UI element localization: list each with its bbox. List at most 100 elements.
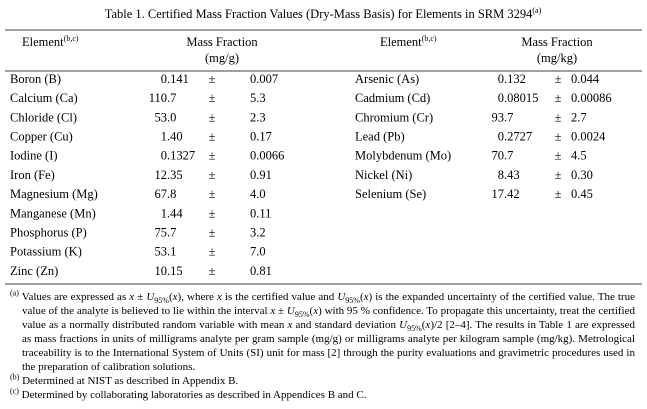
plus-minus: ± [209,129,216,143]
footnote-text: (c) [10,386,19,396]
element-name: Magnesium (Mg) [10,187,98,201]
value: 8.43 [498,168,520,182]
footnote: (a) Values are expressed as x ± U95%(x),… [10,288,635,374]
value: 17.42 [492,187,520,201]
footnote-text: x [129,291,135,303]
value: 67.8 [155,187,177,201]
uncertainty: 0.17 [250,129,272,143]
plus-minus: ± [555,110,562,124]
plus-minus: ± [555,187,562,201]
uncertainty: 0.007 [250,72,278,86]
value: 1.40 [161,129,183,143]
value: 75.7 [155,225,177,239]
uncertainty: 2.3 [250,110,266,124]
value: 1.44 [161,206,184,220]
footnote-text: ( [168,291,173,303]
plus-minus: ± [555,91,562,105]
plus-minus: ± [209,91,216,105]
uncertainty: 7.0 [250,245,266,259]
uncertainty: 5.3 [250,91,266,105]
plus-minus: ± [209,225,216,239]
header-unit: (mg/kg) [537,51,577,65]
value: 70.7 [492,149,514,163]
table-title: Table 1. Certified Mass Fraction Values … [105,6,542,21]
footnote-text: 95% [154,296,169,306]
footnote-text: and standard deviation [292,319,400,331]
footnote-text: Determined by collaborating laboratories… [18,389,367,401]
element-name: Phosphorus (P) [10,225,87,239]
value: 0.1327 [161,149,195,163]
plus-minus: ± [209,110,216,124]
footnote-text: (a) [10,288,19,298]
footnote-text: ± [134,291,147,303]
footnote-text: x [363,291,369,303]
element-name: Arsenic (As) [355,72,419,86]
footnote-text: x [313,305,319,317]
element-name: Lead (Pb) [355,129,405,143]
element-name: Cadmium (Cd) [355,91,430,105]
plus-minus: ± [209,187,216,201]
element-name: Nickel (Ni) [355,168,412,182]
value: 0.08015 [498,91,539,105]
plus-minus: ± [209,72,216,86]
uncertainty: 2.7 [571,110,587,124]
footnote-text: (b) [10,372,20,382]
uncertainty: 4.0 [250,187,266,201]
footnote-text: ) is the expanded uncertainty of the cer… [22,291,635,317]
table: Table 1. Certified Mass Fraction Values … [5,6,642,285]
plus-minus: ± [209,168,216,182]
plus-minus: ± [209,264,216,278]
value: 12.35 [155,168,183,182]
element-name: Manganese (Mn) [10,206,96,220]
footnote-text: is the certified value and [221,291,338,303]
uncertainty: 0.0024 [571,129,606,143]
uncertainty: 0.45 [571,187,593,201]
uncertainty: 4.5 [571,149,587,163]
footnote-text: ± [275,305,287,317]
plus-minus: ± [555,149,562,163]
footnote-text: ( [309,305,314,317]
value: 53.1 [155,245,177,259]
element-name: Calcium (Ca) [10,91,78,105]
header-quantity: Mass Fraction [521,35,593,49]
element-name: Chloride (Cl) [10,110,77,124]
value: 0.132 [498,72,526,86]
footnote-text: U [286,305,295,317]
footnotes: (a) Values are expressed as x ± U95%(x),… [10,288,635,402]
footnote-text: U [399,319,408,331]
header-element-note: (b,c) [64,34,79,43]
plus-minus: ± [209,149,216,163]
header-element: Element(b,c) [22,34,79,49]
header-quantity: Mass Fraction [186,35,258,49]
footnote-text: 95% [407,324,422,334]
plus-minus: ± [555,72,562,86]
footnote-text: x [270,305,276,317]
value: 93.7 [492,110,514,124]
footnote-text: ), where [177,291,217,303]
value: 110.7 [149,91,177,105]
footnote-text: x [287,319,293,331]
footnote: (c) Determined by collaborating laborato… [10,386,635,402]
element-name: Boron (B) [10,72,61,86]
value: 53.0 [155,110,177,124]
footnote-text: Determined at NIST as described in Appen… [19,375,239,387]
plus-minus: ± [209,206,216,220]
element-name: Iron (Fe) [10,168,55,182]
plus-minus: ± [555,129,562,143]
value: 10.15 [155,264,183,278]
plus-minus: ± [209,245,216,259]
footnote-text: ) with 95 % confidence. To propagate thi… [22,305,635,331]
header-element-text: Element [380,35,422,49]
footnote-text: U [146,291,155,303]
uncertainty: 0.11 [250,206,271,220]
footnote-text: x [172,291,178,303]
uncertainty: 0.044 [571,72,600,86]
element-name: Chromium (Cr) [355,110,433,124]
uncertainty: 0.81 [250,264,272,278]
footnote-text: )/2 [2–4]. The results in Table 1 are ex… [22,319,635,373]
uncertainty: 0.30 [571,168,593,182]
element-name: Copper (Cu) [10,129,73,143]
element-name: Potassium (K) [10,245,82,259]
footnote-text: x [425,319,431,331]
value: 0.2727 [498,129,532,143]
